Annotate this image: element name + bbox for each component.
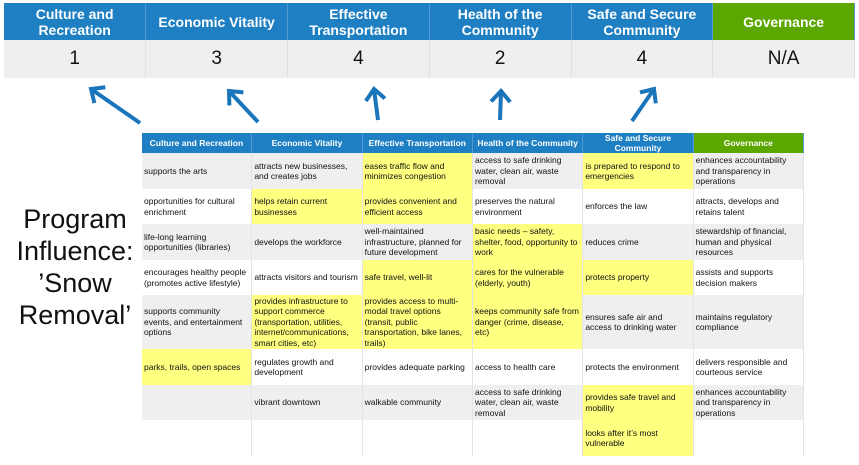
- arrow-icon: [374, 89, 378, 121]
- table-row: opportunities for cultural enrichment hel…: [140, 189, 805, 224]
- table-cell: delivers responsible and courteous servi…: [692, 349, 805, 385]
- table-cell: provides adequate parking: [361, 349, 473, 385]
- table-cell: stewardship of financial, human and phys…: [692, 224, 805, 260]
- table-cell: [361, 420, 473, 456]
- table-cell: preserves the natural environment: [471, 189, 584, 224]
- table-cell: enhances accountability and transparency…: [692, 153, 805, 189]
- table-cell: helps retain current businesses: [251, 189, 363, 224]
- column-header: Economic Vitality: [251, 133, 363, 153]
- table-row: parks, trails, open spaces regulates grow…: [140, 349, 805, 385]
- table-cell: maintains regulatory compliance: [692, 295, 805, 349]
- table-cell: supports the arts: [140, 153, 253, 189]
- caption-line: Program: [23, 204, 127, 234]
- table-cell: is prepared to respond to emergencies: [582, 153, 694, 189]
- table-cell: keeps community safe from danger (crime,…: [471, 295, 584, 349]
- caption-line: Influence:: [16, 236, 134, 266]
- table-row: encourages healthy people (promotes acti…: [140, 260, 805, 295]
- table-row: supports the arts attracts new businesses…: [140, 153, 805, 189]
- column-header: Culture and Recreation: [141, 133, 253, 153]
- category-score: 4: [571, 40, 714, 78]
- table-cell: provides infrastructure to support comme…: [251, 295, 363, 349]
- column-header: Safe and Secure Community: [582, 133, 694, 153]
- table-cell: attracts, develops and retains talent: [692, 189, 805, 224]
- table-cell: attracts visitors and tourism: [251, 260, 363, 295]
- category-header: Safe and Secure Community: [571, 3, 714, 40]
- category-header: Economic Vitality: [145, 3, 288, 40]
- table-row: supports community events, and entertain…: [140, 295, 805, 349]
- table-cell: reduces crime: [582, 224, 694, 260]
- table-cell: supports community events, and entertain…: [140, 295, 253, 349]
- caption-line: ’Snow: [38, 268, 112, 298]
- criteria-table: Culture and Recreation Economic Vitality E…: [140, 133, 805, 456]
- table-cell: access to safe drinking water, clean air…: [471, 385, 584, 420]
- table-cell: provides safe travel and mobility: [582, 385, 694, 420]
- table-cell: life-long learning opportunities (librar…: [140, 224, 253, 260]
- column-header: Effective Transportation: [362, 133, 473, 153]
- category-score: 3: [145, 40, 288, 78]
- table-cell: opportunities for cultural enrichment: [140, 189, 253, 224]
- table-cell: develops the workforce: [251, 224, 363, 260]
- table-cell: enforces the law: [582, 189, 694, 224]
- table-cell: looks after it’s most vulnerable: [582, 420, 694, 456]
- category-header: Health of the Community: [429, 3, 572, 40]
- table-cell: basic needs – safety, shelter, food, opp…: [471, 224, 584, 260]
- arrow-icon: [630, 89, 654, 123]
- arrow-icon: [229, 91, 260, 124]
- category-header: Effective Transportation: [287, 3, 430, 40]
- table-cell: ensures safe air and access to drinking …: [582, 295, 694, 349]
- table-cell: cares for the vulnerable (elderly, youth…: [471, 260, 584, 295]
- table-cell: protects the environment: [582, 349, 694, 385]
- table-cell: [140, 385, 253, 420]
- table-cell: assists and supports decision makers: [692, 260, 805, 295]
- table-cell: regulates growth and development: [251, 349, 363, 385]
- table-cell: access to health care: [471, 349, 584, 385]
- table-cell: [251, 420, 363, 456]
- table-row: life-long learning opportunities (librar…: [140, 224, 805, 260]
- table-cell: provides access to multi-modal travel op…: [361, 295, 473, 349]
- table-cell: encourages healthy people (promotes acti…: [140, 260, 253, 295]
- arrow-icon: [91, 89, 142, 125]
- table-cell: safe travel, well-lit: [361, 260, 473, 295]
- category-header: Governance: [712, 3, 855, 40]
- table-cell: provides convenient and efficient access: [361, 189, 473, 224]
- table-cell: attracts new businesses, and creates job…: [251, 153, 363, 189]
- table-cell: walkable community: [361, 385, 473, 420]
- table-cell: [471, 420, 584, 456]
- column-header: Health of the Community: [472, 133, 584, 153]
- program-influence-caption: Program Influence: ’Snow Removal’: [8, 203, 142, 331]
- arrow-icon: [500, 91, 501, 121]
- program-score-summary: Culture and Recreation Economic Vitality E…: [4, 3, 855, 78]
- table-row: vibrant downtown walkable community access…: [140, 385, 805, 420]
- category-score: 2: [429, 40, 572, 78]
- category-header: Culture and Recreation: [4, 3, 147, 40]
- table-cell: well-maintained infrastructure, planned …: [361, 224, 473, 260]
- table-cell: [692, 420, 805, 456]
- table-cell: enhances accountability and transparency…: [692, 385, 805, 420]
- caption-line: Removal’: [18, 300, 132, 330]
- table-cell: access to safe drinking water, clean air…: [471, 153, 584, 189]
- table-cell: protects property: [582, 260, 694, 295]
- table-row: looks after it’s most vulnerable: [140, 420, 805, 456]
- column-header: Governance: [693, 133, 805, 153]
- table-cell: [140, 420, 253, 456]
- category-score: 1: [4, 40, 147, 78]
- table-cell: parks, trails, open spaces: [140, 349, 253, 385]
- table-cell: eases traffic flow and minimizes congest…: [361, 153, 473, 189]
- table-cell: vibrant downtown: [251, 385, 363, 420]
- category-score: 4: [287, 40, 430, 78]
- category-score: N/A: [712, 40, 855, 78]
